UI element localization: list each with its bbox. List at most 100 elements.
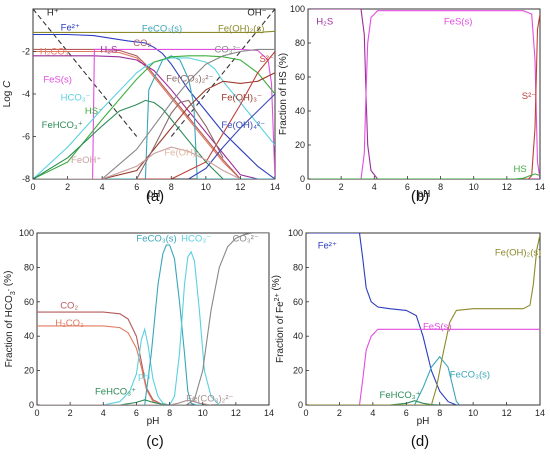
annotation-label: H⁺ <box>47 7 59 18</box>
x-axis-label: pH <box>148 189 161 200</box>
annotation-label: FeHCO₃⁺ <box>95 387 136 398</box>
y-tick-label: 40 <box>24 331 34 341</box>
x-tick-label: 8 <box>167 408 172 418</box>
series-group <box>308 9 540 179</box>
x-tick-label: 14 <box>535 182 545 192</box>
series-hco3-left <box>103 327 170 405</box>
y-tick-label: 100 <box>19 228 34 238</box>
series-co2 <box>33 48 241 179</box>
series-feco3-s <box>306 355 461 405</box>
x-tick-label: 4 <box>101 408 106 418</box>
y-tick-label: 20 <box>293 366 303 376</box>
annotation-label: CO₂ <box>133 38 151 49</box>
x-tick-label: 0 <box>303 408 308 418</box>
series-fes-s <box>308 10 540 179</box>
annotation-label: FeCO₃(s) <box>136 234 176 245</box>
annotation-label: H₂S <box>100 45 117 56</box>
y-tick-label: 60 <box>24 297 34 307</box>
x-tick-label: 6 <box>405 182 410 192</box>
series-fe2 <box>306 233 457 405</box>
y-tick-label: 20 <box>24 366 34 376</box>
x-tick-label: 2 <box>339 182 344 192</box>
annotation-label: OH⁻ <box>247 7 266 18</box>
panel-2: 0 2 4 6 8 10 12 14 0 20 40 60 80 100 pH Fraction of HS … <box>278 4 545 205</box>
y-tick-label: -2 <box>22 47 30 57</box>
annotation-label: CO₃²⁻ <box>233 234 259 245</box>
panel-caption: (d) <box>411 433 429 450</box>
annotation-label: FeCO₃(s) <box>450 369 490 380</box>
x-tick-label: 2 <box>65 182 70 192</box>
series-co3-2 <box>37 233 269 405</box>
x-tick-label: 12 <box>235 182 245 192</box>
series-fes-s <box>306 328 540 405</box>
annotation-label: Fe(OH)₃⁻ <box>221 92 262 103</box>
series-h2s <box>308 9 540 179</box>
annotation-label: Fe(OH)₃ <box>164 148 200 159</box>
panel-caption: (c) <box>146 433 164 450</box>
x-tick-label: 10 <box>201 182 211 192</box>
series-hco3-right <box>169 250 220 405</box>
x-tick-label: 8 <box>169 182 174 192</box>
x-tick-label: 8 <box>437 408 442 418</box>
x-tick-label: 12 <box>502 408 512 418</box>
y-tick-label: 80 <box>24 262 34 272</box>
x-tick-label: 12 <box>502 182 512 192</box>
plot-frame <box>305 232 541 406</box>
x-tick-label: 10 <box>469 182 479 192</box>
series-fehco3 <box>37 399 170 405</box>
y-axis-label: Fraction of HCO3- (%) <box>3 271 17 368</box>
annotation-label: FeS(s) <box>43 74 72 85</box>
x-axis-label: pH <box>418 189 431 200</box>
x-tick-label: 6 <box>404 408 409 418</box>
series-h <box>33 9 138 137</box>
y-axis-label: Log C <box>2 80 13 107</box>
annotation-label: Fe(OH)₂(s) <box>218 23 264 34</box>
annotation-label: H₂CO₃ <box>40 47 69 58</box>
y-tick-label: -6 <box>22 132 30 142</box>
annotation-label: HCO₃⁻ <box>61 92 91 103</box>
x-tick-label: 14 <box>535 408 545 418</box>
y-tick-label: 100 <box>290 4 305 14</box>
series-fe2 <box>33 33 275 179</box>
series-co3-2 <box>33 48 275 179</box>
series-fe-oh-4-2 <box>188 93 275 179</box>
annotation-label: FeCO₃(s) <box>142 23 182 34</box>
annotation-label: S²⁻ <box>522 91 537 102</box>
annotation-label: S²⁻ <box>259 54 274 65</box>
annotation-label: CO₂ <box>60 301 78 312</box>
annotation-label: FeS(s) <box>423 321 452 332</box>
x-axis-label: pH <box>417 416 430 427</box>
annotation-label: CO₃²⁻ <box>215 45 241 56</box>
series-group <box>33 9 275 179</box>
x-tick-label: 0 <box>34 408 39 418</box>
series-fehco3 <box>33 99 224 179</box>
plot-frame <box>307 8 541 180</box>
x-tick-label: 6 <box>134 182 139 192</box>
series-co2 <box>37 311 170 405</box>
y-tick-label: 40 <box>293 331 303 341</box>
y-tick-label: 80 <box>295 38 305 48</box>
series-fes-s <box>33 48 275 179</box>
y-tick-label: 40 <box>295 106 305 116</box>
annotation-label: Fe(OH)₂(s) <box>495 247 541 258</box>
series-h2s <box>33 55 258 179</box>
y-tick-label: 20 <box>295 140 305 150</box>
annotation-label: pH <box>138 371 150 382</box>
series-group <box>306 233 540 405</box>
x-tick-label: 14 <box>264 408 274 418</box>
panel-caption: (b) <box>411 188 429 205</box>
x-tick-label: 14 <box>270 182 280 192</box>
panel-1: 0 2 4 6 8 10 12 14 -8 -6 -4 -2 pH Log C H⁺Fe²⁺ FeCO₃(s)… <box>2 7 280 205</box>
series-fe-oh-3 <box>101 72 275 179</box>
series-hs <box>33 55 275 179</box>
y-tick-label: 0 <box>298 400 303 410</box>
x-tick-label: 4 <box>370 408 375 418</box>
x-axis-label: pH <box>147 416 160 427</box>
x-tick-label: 0 <box>30 182 35 192</box>
y-tick-label: 80 <box>293 262 303 272</box>
y-axis-label: Fraction of Fe2+ (%) <box>271 275 286 363</box>
series-fe-co3-2-2 <box>136 99 224 179</box>
annotation-label: HS <box>513 164 526 175</box>
series-h2co3 <box>33 50 241 179</box>
y-tick-label: 0 <box>300 174 305 184</box>
